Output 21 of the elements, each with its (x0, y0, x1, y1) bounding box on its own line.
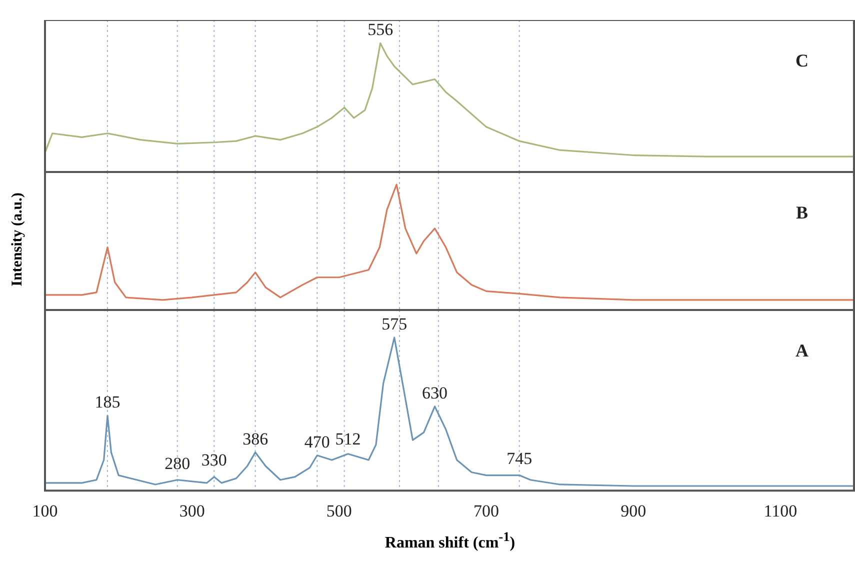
annotation: C (796, 50, 808, 71)
x-tick-label: 700 (474, 501, 500, 520)
annotation: 330 (201, 450, 227, 470)
annotation: 386 (242, 429, 268, 448)
x-axis-title: Raman shift (cm$^{-1}$) (384, 529, 516, 552)
annotation: 630 (422, 383, 448, 402)
annotation: 745 (506, 449, 532, 468)
annotation: 280 (164, 454, 190, 473)
annotation: 470 (304, 432, 330, 452)
annotation: A (796, 340, 808, 361)
y-axis-title: Intensity (a.u.) (10, 192, 26, 288)
annotation: 575 (382, 314, 408, 334)
x-tick-label: 500 (326, 501, 352, 520)
annotation: 512 (335, 429, 361, 448)
x-tick-label: 900 (620, 501, 646, 520)
annotation: B (796, 202, 808, 223)
x-tick-label: 100 (32, 501, 58, 520)
x-tick-label: 300 (179, 501, 205, 520)
x-tick-label: 1100 (764, 501, 798, 520)
annotation: 185 (94, 392, 120, 412)
annotation: 556 (368, 20, 394, 40)
